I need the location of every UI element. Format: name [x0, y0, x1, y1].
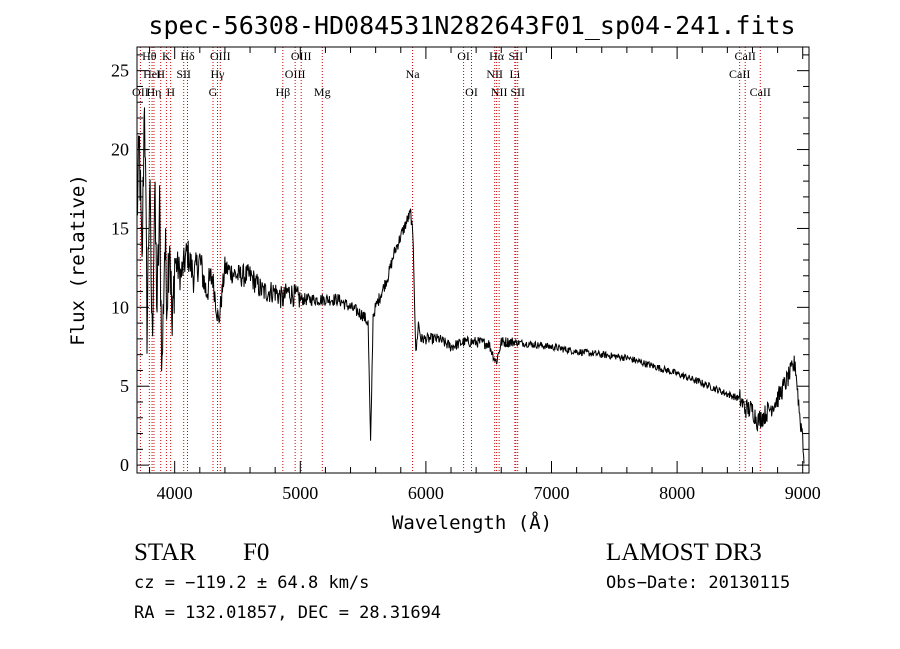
y-axis-ticks: 0 5 10 15 20 25 — [111, 54, 809, 475]
line-label: Hη — [146, 85, 161, 99]
line-label: Li — [509, 67, 520, 81]
line-label: OII — [132, 85, 149, 99]
object-subclass: F0 — [243, 539, 270, 566]
line-label: Mg — [314, 85, 331, 99]
line-label: OIII — [210, 49, 231, 63]
y-tick-label: 10 — [111, 297, 129, 317]
line-label: OIII — [291, 49, 312, 63]
x-axis-label: Wavelength (Å) — [392, 511, 552, 534]
line-label: H — [166, 85, 175, 99]
line-label: Hβ — [275, 85, 290, 99]
x-tick-label: 4000 — [157, 483, 193, 503]
line-label: SII — [510, 85, 525, 99]
line-label: Hγ — [211, 67, 226, 81]
line-label: CaII — [735, 49, 756, 63]
chart-title: spec-56308-HD084531N282643F01_sp04-241.f… — [148, 11, 795, 40]
line-label: G — [209, 85, 218, 99]
line-label: Na — [406, 67, 421, 81]
y-tick-label: 0 — [120, 455, 129, 475]
y-tick-label: 15 — [111, 218, 129, 238]
x-tick-label: 7000 — [534, 483, 570, 503]
line-marker-group — [139, 47, 761, 473]
line-label: H — [156, 67, 165, 81]
plot-frame — [136, 46, 810, 474]
y-tick-label: 20 — [111, 140, 129, 160]
survey-name: LAMOST DR3 — [606, 539, 762, 566]
y-axis-label: Flux (relative) — [67, 174, 89, 346]
line-label: OI — [465, 85, 478, 99]
x-tick-label: 9000 — [785, 483, 821, 503]
y-tick-label: 5 — [120, 376, 129, 396]
line-label: NII — [486, 67, 503, 81]
x-tick-label: 8000 — [659, 483, 695, 503]
line-label: OI — [457, 49, 470, 63]
x-axis-ticks: 4000 5000 6000 7000 8000 9000 — [149, 47, 821, 503]
line-label: SII — [508, 49, 523, 63]
x-tick-label: 6000 — [408, 483, 444, 503]
coordinates: RA = 132.01857, DEC = 28.31694 — [134, 603, 442, 623]
object-class: STAR — [134, 539, 196, 566]
line-label: NII — [491, 85, 508, 99]
line-label: CaII — [750, 85, 771, 99]
redshift-velocity: cz = −119.2 ± 64.8 km/s — [134, 573, 370, 593]
spectrum-line — [136, 107, 805, 464]
line-label: Hδ — [180, 49, 195, 63]
line-label-group: HθOIIHeIHηHKHSIIHδHγGOIIIHβOIIIOIIIMgNaO… — [132, 49, 771, 99]
line-label: Hθ — [142, 49, 157, 63]
spectrum-series — [136, 107, 805, 464]
line-label: SII — [176, 67, 191, 81]
line-label: K — [162, 49, 171, 63]
x-tick-label: 5000 — [282, 483, 318, 503]
observation-date: Obs−Date: 20130115 — [606, 573, 791, 593]
line-label: Hα — [489, 49, 505, 63]
line-label: OIII — [285, 67, 306, 81]
y-tick-label: 25 — [111, 61, 129, 81]
line-label: CaII — [729, 67, 750, 81]
